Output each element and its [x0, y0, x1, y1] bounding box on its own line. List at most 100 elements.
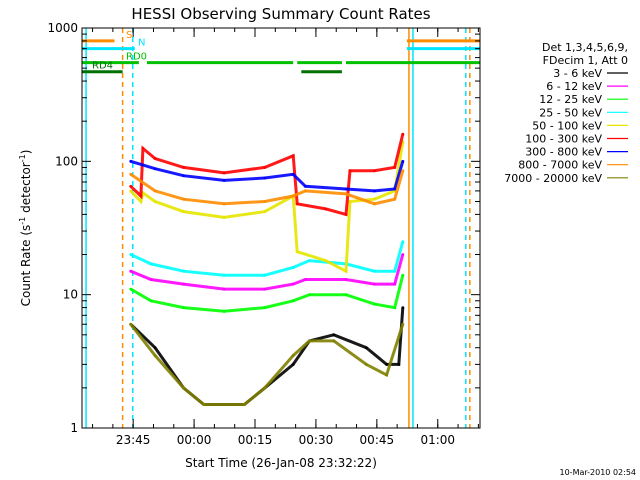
- series-0-point-9: [364, 346, 368, 350]
- series-3-point-8: [373, 269, 376, 273]
- series-1-point-3: [222, 287, 226, 291]
- series-4-point-8: [295, 250, 299, 254]
- series-1-point-4: [263, 287, 267, 291]
- x-tick-label-4: 00:45: [360, 433, 395, 447]
- band-label-rd4: RD4: [92, 61, 113, 72]
- series-2-point-8: [373, 302, 376, 306]
- series-7-point-5: [291, 194, 295, 198]
- series-line-8: [129, 323, 405, 406]
- band-label-s: S: [126, 30, 132, 41]
- series-8-point-9: [364, 362, 368, 366]
- series-4-point-1: [139, 200, 143, 203]
- series-line-4: [129, 141, 405, 274]
- series-0-point-8: [332, 333, 336, 337]
- series-4-point-10: [344, 269, 348, 273]
- plot-area: SN RD0 RD4: [82, 28, 480, 428]
- series-2-point-6: [308, 293, 311, 297]
- legend-label-6: 300 - 800 keV: [525, 146, 602, 159]
- series-5-point-2: [141, 147, 145, 150]
- footer-timestamp: 10-Mar-2010 02:54: [560, 468, 637, 477]
- series-7-point-7: [344, 192, 348, 196]
- series-5-point-5: [222, 171, 226, 175]
- series-2-point-10: [401, 273, 405, 277]
- x-tick-label-3: 00:30: [299, 433, 334, 447]
- series-6-point-0: [129, 159, 133, 163]
- series-5-point-14: [401, 132, 405, 136]
- series-3-point-2: [182, 269, 185, 273]
- series-line-0: [129, 307, 405, 406]
- series-line-3: [130, 241, 405, 277]
- series-0-point-12: [401, 306, 405, 309]
- band-label-rd0: RD0: [126, 52, 147, 63]
- series-7-point-4: [263, 200, 267, 203]
- series-8-point-11: [401, 322, 405, 326]
- series-2-point-7: [344, 293, 348, 297]
- series-1-point-0: [129, 269, 133, 273]
- series-2-point-2: [182, 306, 185, 309]
- series-6-point-2: [182, 174, 185, 178]
- legend-label-8: 7000 - 20000 keV: [504, 172, 602, 185]
- legend-label-0: 3 - 6 keV: [553, 67, 602, 80]
- y-tick-label-1: 10: [63, 288, 78, 302]
- legend-label-3: 25 - 50 keV: [539, 106, 602, 119]
- series-6-point-9: [393, 187, 397, 191]
- y-axis-label: Count Rate (s-1 detector-1): [18, 150, 33, 307]
- series-8-point-10: [385, 373, 388, 377]
- series-1-point-7: [344, 278, 348, 281]
- series-8-point-3: [202, 403, 206, 406]
- series-2-point-4: [263, 306, 267, 309]
- legend-label-2: 12 - 25 keV: [539, 93, 602, 106]
- series-7-point-8: [373, 202, 376, 206]
- series-2-point-5: [291, 299, 295, 303]
- series-4-point-11: [348, 200, 352, 203]
- series-1-point-8: [373, 282, 376, 286]
- series-1-point-6: [303, 278, 307, 281]
- series-7-point-10: [401, 169, 405, 173]
- series-3-point-5: [291, 266, 295, 269]
- series-5-point-8: [295, 202, 299, 206]
- series-6-point-5: [291, 172, 295, 176]
- x-tick-label-0: 23:45: [116, 433, 151, 447]
- series-5-point-1: [139, 194, 143, 198]
- series-2-point-0: [129, 287, 133, 291]
- series-7-point-6: [303, 189, 307, 193]
- series-8-point-1: [153, 354, 157, 357]
- series-7-point-0: [129, 172, 133, 176]
- x-tick-label-1: 00:00: [177, 433, 212, 447]
- x-axis: 23:45 00:00 00:15 00:30 00:45 01:00: [92, 28, 479, 447]
- series-5-point-0: [129, 184, 133, 188]
- series-4-point-3: [153, 200, 157, 203]
- series-1-point-10: [401, 253, 405, 256]
- legend-title-line-1: Det 1,3,4,5,6,9,: [542, 41, 628, 54]
- y-tick-label-2: 100: [55, 154, 78, 168]
- series-6-point-6: [303, 184, 307, 188]
- y-tick-label-3: 1000: [47, 21, 78, 35]
- series-8-point-2: [182, 386, 185, 390]
- series-8-point-6: [291, 354, 295, 357]
- series-4-point-12: [373, 197, 376, 201]
- legend-title-line-2: FDecim 1, Att 0: [543, 54, 628, 67]
- series-8-point-7: [308, 339, 311, 343]
- series-5-point-6: [263, 166, 267, 169]
- chart-title: HESSI Observing Summary Count Rates: [131, 5, 430, 23]
- series-1-point-5: [291, 282, 295, 286]
- series-6-point-8: [373, 189, 376, 193]
- legend: Det 1,3,4,5,6,9, FDecim 1, Att 0 3 - 6 k…: [504, 41, 628, 185]
- series-1-point-2: [182, 282, 185, 286]
- series-3-point-1: [149, 262, 153, 266]
- legend-label-1: 6 - 12 keV: [546, 80, 602, 93]
- series-6-point-4: [263, 176, 267, 180]
- series-line-1: [130, 254, 405, 291]
- series-0-point-11: [397, 362, 401, 366]
- series-4-point-0: [129, 189, 133, 193]
- series-2-point-3: [222, 309, 226, 313]
- x-tick-label-5: 01:00: [420, 433, 455, 447]
- series-6-point-1: [153, 167, 157, 171]
- series-5-point-7: [291, 154, 295, 158]
- series-1-point-1: [149, 278, 153, 281]
- series-2-point-9: [393, 306, 397, 309]
- series-8-point-4: [243, 403, 246, 406]
- x-axis-label: Start Time (26-Jan-08 23:32:22): [185, 456, 377, 470]
- y-axis: 1 10 100 1000: [47, 21, 480, 435]
- series-5-point-13: [393, 166, 397, 169]
